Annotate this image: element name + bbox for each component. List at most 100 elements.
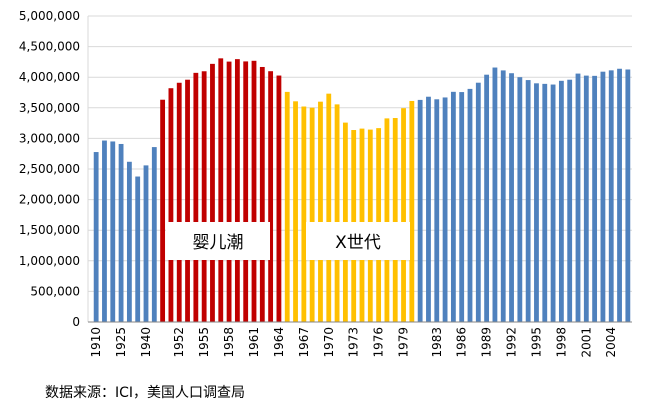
y-tick-label: 3,000,000 (19, 131, 80, 145)
y-tick-label: 3,500,000 (19, 101, 80, 115)
bar (243, 61, 249, 322)
source-note: 数据来源：ICI，美国人口调查局 (45, 385, 246, 401)
bar (193, 72, 199, 322)
x-tick-label: 1952 (172, 327, 186, 358)
bar (384, 118, 390, 322)
bar (276, 75, 282, 322)
bar (467, 88, 473, 323)
annotation-box (306, 222, 410, 260)
x-tick-label: 1967 (297, 327, 311, 358)
bar (509, 73, 514, 322)
bar (151, 147, 157, 322)
bar (542, 83, 548, 323)
bar (600, 71, 606, 322)
bar (567, 79, 573, 322)
annotation-label: 婴儿潮 (193, 233, 244, 253)
bar (484, 74, 490, 323)
bar (592, 75, 598, 322)
bar (118, 143, 124, 322)
bar (334, 104, 340, 322)
y-tick-label: 1,500,000 (19, 223, 80, 237)
x-tick-label: 1961 (247, 327, 261, 358)
x-tick-label: 1995 (529, 327, 543, 358)
bar (517, 77, 523, 322)
annotation-box (166, 222, 270, 260)
x-tick-label: 1925 (114, 327, 128, 358)
bar (268, 71, 274, 323)
y-tick-label: 0 (72, 315, 80, 329)
bar (492, 67, 498, 323)
x-tick-label: 1910 (89, 327, 103, 358)
bar (392, 118, 398, 322)
bar (459, 92, 465, 323)
bar (417, 99, 423, 322)
bar (625, 69, 631, 322)
bar (534, 83, 539, 322)
x-axis: 1910 1925 1940 1952 1955 1958 1961 1964 1967 1970… (88, 321, 632, 358)
bar (293, 101, 298, 322)
bar (450, 91, 456, 322)
bar (234, 59, 240, 323)
y-tick-label: 4,500,000 (19, 40, 80, 54)
bar (550, 84, 556, 322)
x-tick-label: 1940 (139, 327, 153, 358)
y-tick-label: 5,000,000 (19, 9, 80, 23)
bar (326, 93, 332, 322)
x-tick-label: 1986 (455, 327, 469, 358)
annotations: 婴儿潮 X世代 (166, 222, 410, 260)
bar (218, 58, 224, 322)
x-tick-label: 1970 (322, 327, 336, 358)
bar (201, 71, 207, 322)
bar (608, 70, 614, 322)
y-tick-label: 1,000,000 (19, 254, 80, 268)
bar (143, 165, 149, 322)
x-tick-label: 1976 (372, 327, 386, 358)
y-tick-label: 2,500,000 (19, 162, 80, 176)
x-tick-label: 2004 (604, 327, 618, 358)
bar (409, 100, 415, 322)
bar (583, 75, 589, 323)
x-tick-label: 1998 (554, 327, 568, 358)
bar (210, 63, 215, 322)
bar (176, 82, 182, 323)
bar (168, 88, 174, 322)
bar (575, 73, 581, 322)
bars (93, 58, 631, 323)
bar (434, 99, 440, 322)
bar (318, 101, 323, 323)
bar (126, 161, 132, 322)
x-tick-label: 1958 (222, 327, 236, 358)
y-tick-label: 4,000,000 (19, 70, 80, 84)
x-tick-label: 1973 (347, 327, 361, 358)
bar (185, 79, 190, 322)
y-tick-label: 500,000 (30, 284, 80, 298)
bar (301, 106, 307, 322)
bar (617, 68, 622, 323)
bar (102, 140, 107, 322)
bar (226, 61, 232, 323)
x-tick-label: 1979 (397, 327, 411, 358)
annotation-label: X世代 (335, 233, 381, 253)
bar (309, 107, 315, 322)
bar (251, 60, 257, 322)
x-tick-label: 1989 (480, 327, 494, 358)
y-axis: 0 500,000 1,000,000 1,500,000 2,000,000 2,500… (19, 9, 80, 329)
bar (93, 152, 99, 322)
bar (259, 66, 265, 322)
x-tick-label: 2001 (579, 327, 593, 358)
x-tick-label: 1992 (505, 327, 519, 358)
bar (284, 91, 290, 322)
bar (442, 97, 448, 322)
bar (558, 80, 564, 323)
bar (525, 80, 531, 322)
bar (401, 108, 406, 322)
bar (160, 99, 166, 322)
x-tick-label: 1964 (272, 327, 286, 358)
x-tick-label: 1983 (430, 327, 444, 358)
x-tick-label: 1955 (197, 327, 211, 358)
bar (500, 70, 506, 322)
y-tick-label: 2,000,000 (19, 193, 80, 207)
bar (426, 96, 431, 322)
bar (475, 82, 481, 322)
